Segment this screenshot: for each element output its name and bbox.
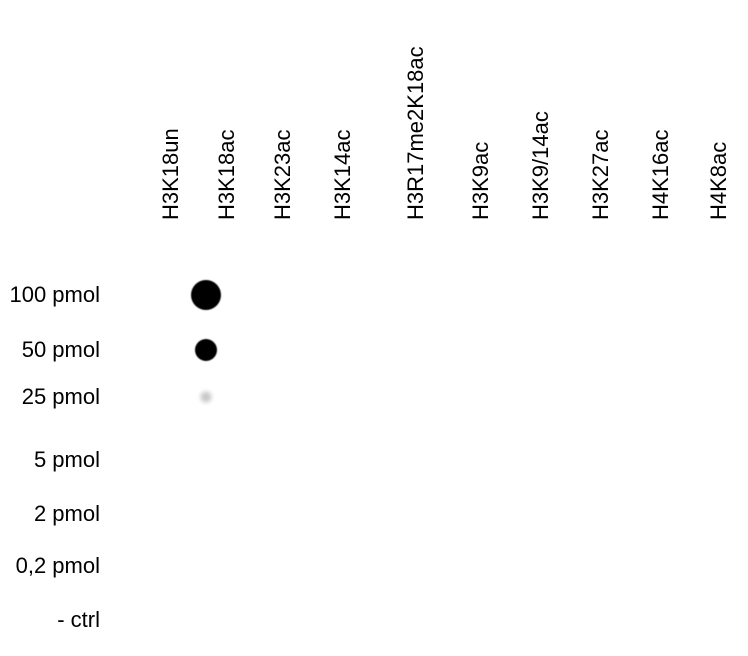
row-label: 5 pmol xyxy=(0,447,100,473)
row-label: 50 pmol xyxy=(0,337,100,363)
blot-dot xyxy=(201,392,212,403)
row-label: 2 pmol xyxy=(0,501,100,527)
column-label: H3K23ac xyxy=(270,129,296,220)
column-label: H3R17me2K18ac xyxy=(403,46,429,220)
row-label: 100 pmol xyxy=(0,282,100,308)
column-label: H3K27ac xyxy=(588,129,614,220)
column-label: H4K16ac xyxy=(648,129,674,220)
blot-dot xyxy=(195,339,217,361)
column-label: H3K14ac xyxy=(330,129,356,220)
column-label: H3K9/14ac xyxy=(528,111,554,220)
row-label: 25 pmol xyxy=(0,384,100,410)
blot-dot xyxy=(191,280,221,310)
column-label: H3K18un xyxy=(158,128,184,220)
row-label: - ctrl xyxy=(0,607,100,633)
column-label: H3K18ac xyxy=(214,129,240,220)
column-label: H3K9ac xyxy=(468,142,494,220)
dot-blot-figure: H3K18un H3K18ac H3K23ac H3K14ac H3R17me2K18a… xyxy=(0,0,748,656)
row-label: 0,2 pmol xyxy=(0,553,100,579)
column-label: H4K8ac xyxy=(706,142,732,220)
